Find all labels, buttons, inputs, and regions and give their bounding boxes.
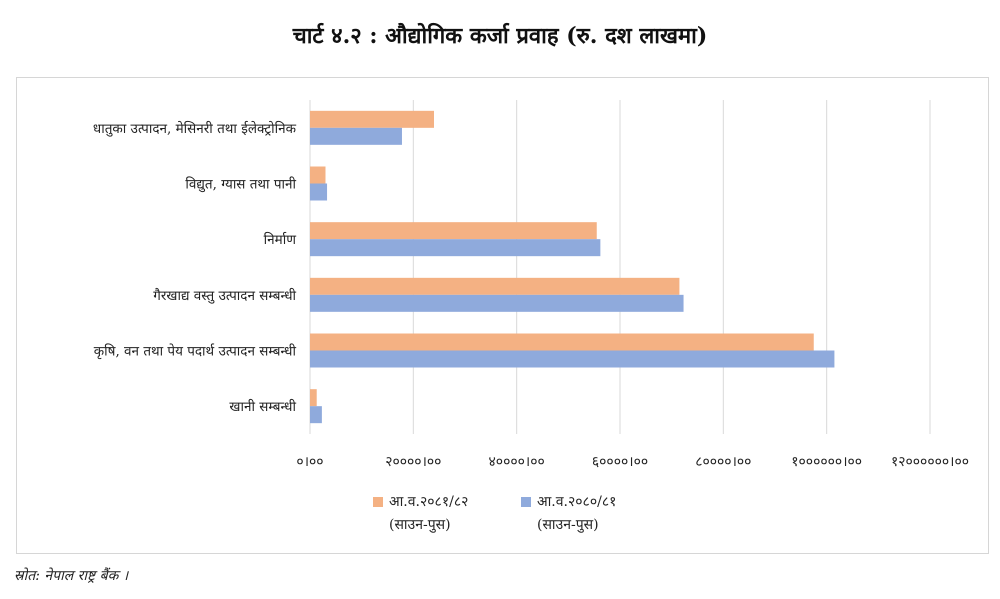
- chart-frame: [16, 77, 989, 554]
- bar-series-2: [310, 183, 328, 201]
- legend-swatch-series-2: [521, 497, 531, 507]
- bar-series-2: [310, 294, 684, 312]
- legend-item-series-1: आ.व.२०८१/८२ (साउन-पुस): [373, 492, 468, 534]
- legend-sublabel-series-2: (साउन-पुस): [537, 517, 599, 533]
- bar-series-2: [310, 239, 601, 257]
- legend-sublabel-series-1: (साउन-पुस): [389, 517, 451, 533]
- source-note: स्रोत: नेपाल राष्ट्र बैंक ।: [14, 568, 129, 584]
- bar-series-1: [310, 222, 597, 240]
- y-category-label: निर्माण: [264, 231, 297, 248]
- x-tick-label: २००००।००: [385, 454, 441, 470]
- y-category-label: विद्युत, ग्यास तथा पानी: [185, 176, 296, 193]
- legend-item-series-2: आ.व.२०८०/८१ (साउन-पुस): [521, 492, 616, 534]
- bar-series-1: [310, 277, 680, 295]
- y-category-label: गैरखाद्य वस्तु उत्पादन सम्बन्धी: [153, 287, 296, 304]
- y-category-label: कृषि, वन तथा पेय पदार्थ उत्पादन सम्बन्धी: [94, 343, 297, 360]
- x-tick-label: १२००००००।००: [891, 454, 969, 470]
- legend-label-series-2: आ.व.२०८०/८१: [537, 494, 617, 510]
- x-tick-label: ०।००: [296, 454, 323, 470]
- bar-series-1: [310, 110, 434, 128]
- bar-series-1: [310, 333, 814, 351]
- bar-series-2: [310, 350, 835, 368]
- chart-title: चार्ट ४.२ : औद्योगिक कर्जा प्रवाह (रु. द…: [292, 23, 708, 49]
- y-category-label: खानी सम्बन्धी: [229, 398, 296, 415]
- bar-series-2: [310, 406, 322, 424]
- bar-series-1: [310, 166, 326, 184]
- bar-series-1: [310, 389, 317, 407]
- x-tick-label: ४००००।००: [489, 454, 545, 470]
- x-tick-label: ८००००।००: [695, 454, 751, 470]
- legend-swatch-series-1: [373, 497, 383, 507]
- legend-label-series-1: आ.व.२०८१/८२: [389, 494, 469, 510]
- y-category-label: धातुका उत्पादन, मेसिनरी तथा ईलेक्ट्रोनिक: [93, 120, 297, 137]
- x-tick-label: १००००००।००: [791, 454, 862, 470]
- bar-series-2: [310, 127, 402, 145]
- x-tick-label: ६००००।००: [592, 454, 648, 470]
